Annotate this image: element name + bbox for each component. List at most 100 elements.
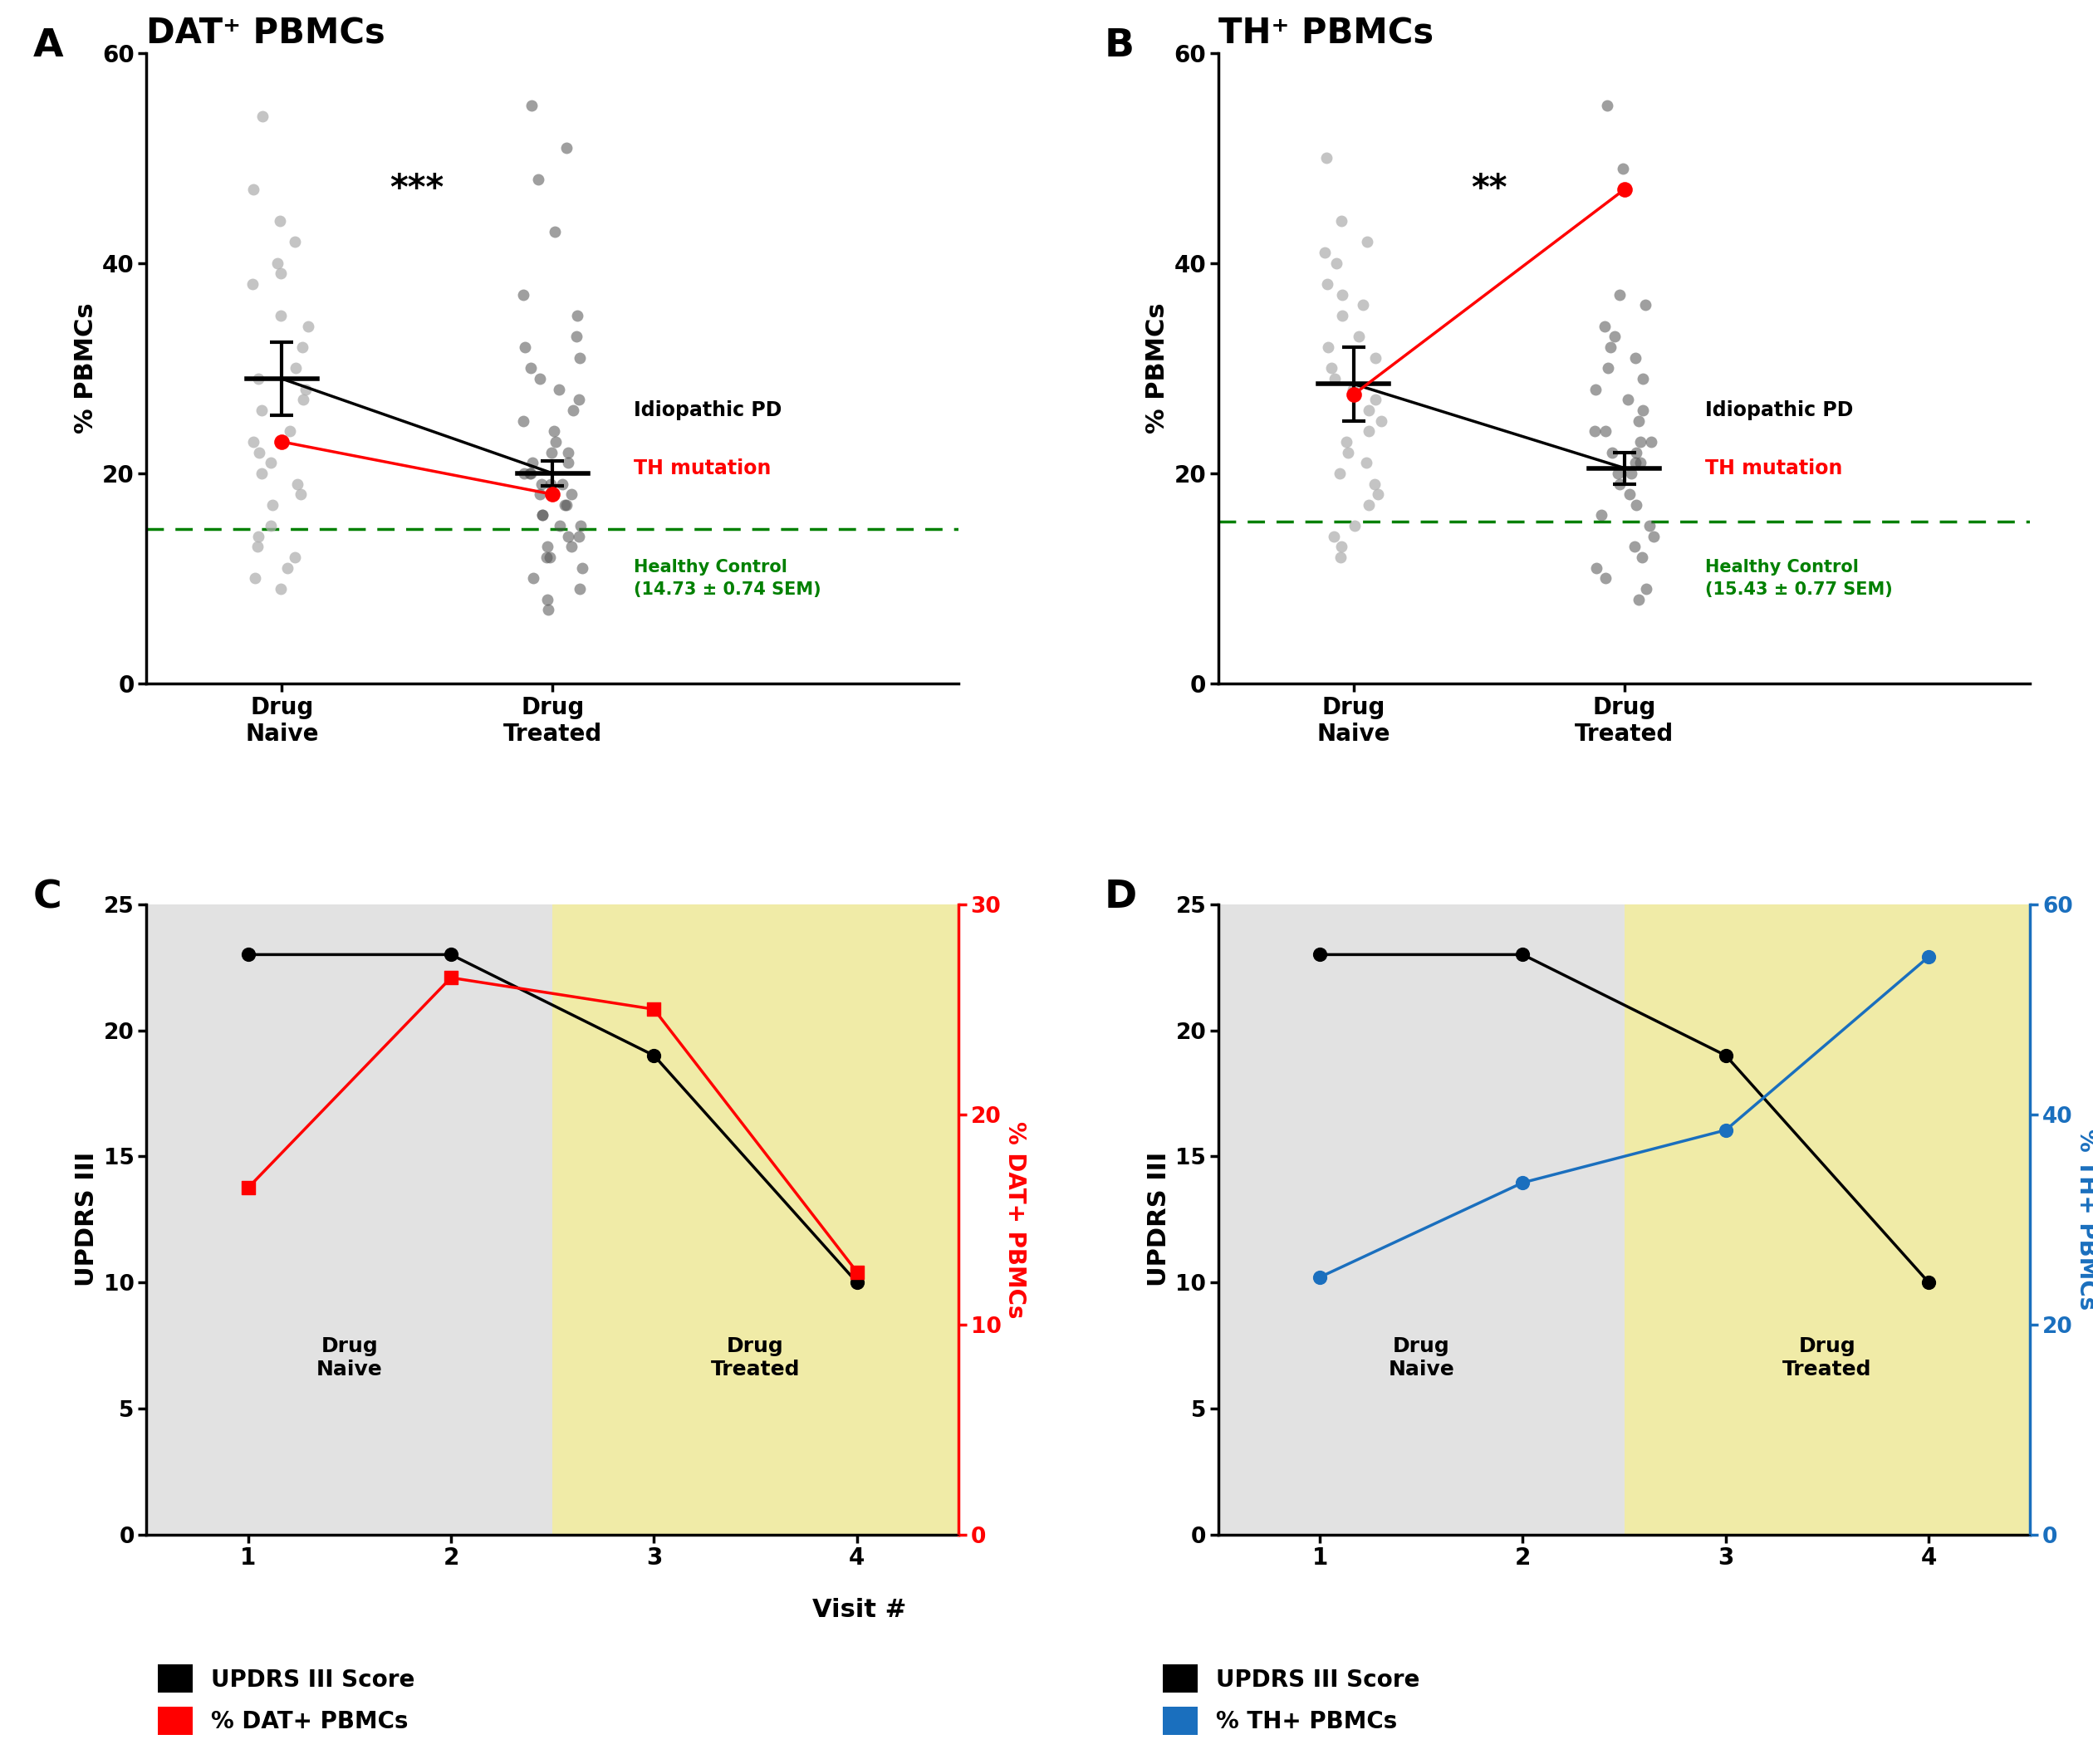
Point	[513, 459, 546, 487]
Point	[523, 480, 557, 508]
Point	[523, 365, 557, 393]
Point	[1325, 543, 1358, 572]
Point	[515, 92, 548, 120]
Point	[1614, 459, 1647, 487]
Point	[839, 1268, 873, 1297]
Point	[553, 437, 586, 466]
Point	[550, 490, 584, 519]
Point	[1622, 407, 1656, 436]
Text: Idiopathic PD: Idiopathic PD	[634, 400, 783, 420]
Point	[1612, 480, 1645, 508]
Text: D: D	[1105, 878, 1136, 916]
Bar	[1218, 905, 1624, 1535]
Point	[561, 302, 594, 330]
Point	[260, 249, 293, 277]
Point	[1331, 437, 1365, 466]
Point	[1358, 386, 1392, 415]
Point	[636, 1041, 670, 1069]
Point	[1314, 355, 1348, 383]
Point	[237, 270, 270, 298]
Point	[1637, 522, 1670, 550]
Point	[264, 206, 297, 235]
Point	[507, 459, 540, 487]
Point	[557, 397, 590, 425]
Point	[507, 407, 540, 436]
Point	[280, 469, 314, 497]
Point	[839, 1258, 873, 1286]
Point	[245, 459, 278, 487]
Point	[264, 575, 297, 603]
Point	[507, 280, 540, 309]
Point	[1607, 175, 1641, 203]
Text: TH mutation: TH mutation	[1706, 459, 1842, 478]
Point	[1578, 416, 1612, 445]
Point	[536, 480, 569, 508]
Point	[1630, 575, 1664, 603]
Point	[546, 469, 580, 497]
Point	[1633, 512, 1666, 540]
Legend: UPDRS III Score, % DAT+ PBMCs: UPDRS III Score, % DAT+ PBMCs	[159, 1665, 414, 1734]
Point	[237, 175, 270, 203]
Point	[1603, 280, 1637, 309]
Point	[272, 416, 306, 445]
Point	[1624, 427, 1658, 455]
Point	[239, 564, 272, 593]
Point	[559, 323, 592, 351]
Text: Visit #: Visit #	[812, 1598, 906, 1621]
Point	[1618, 448, 1651, 476]
Point	[1308, 238, 1342, 266]
Point	[266, 427, 299, 455]
Text: Drug
Naive: Drug Naive	[1388, 1337, 1455, 1379]
Point	[534, 543, 567, 572]
Point	[1310, 145, 1344, 173]
Point	[1352, 416, 1386, 445]
Point	[1310, 333, 1344, 362]
Point	[1337, 381, 1371, 409]
Point	[1591, 355, 1624, 383]
Point	[563, 386, 597, 415]
Text: Idiopathic PD: Idiopathic PD	[1706, 400, 1854, 420]
Point	[555, 533, 588, 561]
Point	[243, 522, 276, 550]
Point	[247, 102, 280, 131]
Point	[1595, 333, 1628, 362]
Point	[237, 427, 270, 455]
Point	[565, 512, 599, 540]
Text: Drug
Naive: Drug Naive	[316, 1337, 383, 1379]
Point	[1710, 1117, 1743, 1145]
Point	[1507, 1168, 1540, 1196]
Point	[287, 386, 320, 415]
Point	[1626, 397, 1660, 425]
Text: Drug
Treated: Drug Treated	[1783, 1337, 1871, 1379]
Point	[1626, 365, 1660, 393]
Point	[1578, 376, 1612, 404]
Point	[1603, 469, 1637, 497]
Point	[278, 543, 312, 572]
Point	[1352, 490, 1386, 519]
Point	[532, 596, 565, 624]
Point	[1620, 490, 1653, 519]
Point	[1325, 280, 1358, 309]
Point	[1304, 940, 1337, 968]
Point	[1589, 416, 1622, 445]
Point	[1913, 942, 1946, 970]
Text: C: C	[33, 878, 61, 916]
Point	[1316, 522, 1350, 550]
Text: Healthy Control
(14.73 ± 0.74 SEM): Healthy Control (14.73 ± 0.74 SEM)	[634, 559, 820, 598]
Point	[1337, 512, 1371, 540]
Text: TH mutation: TH mutation	[634, 459, 770, 478]
Point	[1624, 448, 1658, 476]
Point	[563, 344, 597, 372]
Point	[515, 355, 548, 383]
Point	[538, 427, 571, 455]
Point	[538, 416, 571, 445]
Point	[1913, 1268, 1946, 1297]
Point	[525, 469, 559, 497]
Point	[1620, 437, 1653, 466]
Point	[1601, 459, 1635, 487]
Point	[241, 533, 274, 561]
Point	[1595, 437, 1628, 466]
Y-axis label: % DAT+ PBMCs: % DAT+ PBMCs	[1003, 1120, 1026, 1318]
Point	[1358, 344, 1392, 372]
Point	[243, 437, 276, 466]
